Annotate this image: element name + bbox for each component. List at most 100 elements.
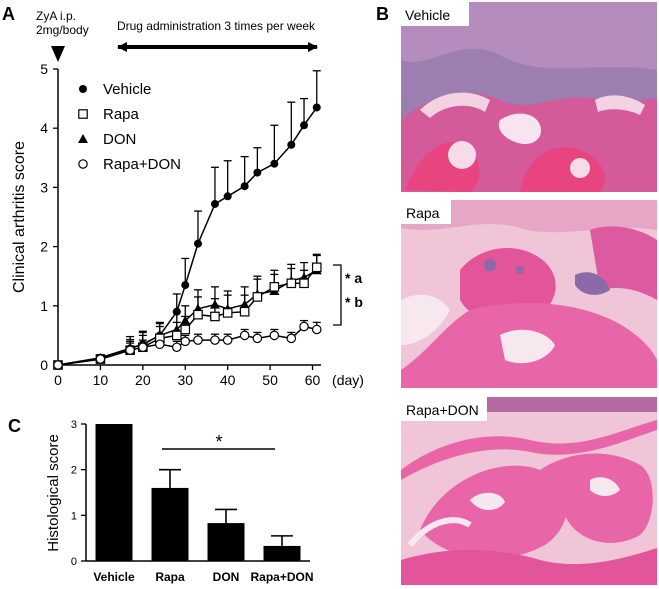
point-rapa-don-11 (252, 333, 263, 344)
legend-marker-rapa-don (78, 159, 88, 169)
y-tick-label-5: 5 (40, 61, 48, 77)
x-tick-label-10: 10 (93, 372, 109, 388)
point-rapa-don-1 (95, 354, 106, 364)
point-rapa-don-4 (155, 339, 165, 350)
line-chart-series (53, 70, 322, 370)
x-tick-label-0: 0 (54, 372, 62, 388)
point-rapa-don-15 (311, 324, 322, 335)
significance-a: * a (345, 270, 362, 286)
point-don-10 (239, 299, 250, 309)
significance-bracket (333, 264, 342, 326)
point-rapa-10 (239, 306, 250, 317)
point-vehicle-7 (193, 239, 202, 248)
series-line-don (57, 269, 318, 366)
point-vehicle-11 (253, 168, 262, 177)
point-rapa-9 (222, 308, 233, 318)
series-line-rapa-don (57, 325, 317, 366)
bar-don (207, 523, 245, 561)
histology-label-rapa-don: Rapa+DON (406, 402, 479, 418)
bar-chart-bars: Vehicle Rapa DON Rapa+DON (93, 424, 314, 584)
point-vehicle-9 (223, 192, 232, 201)
bar-rapa-don (263, 545, 301, 561)
bar-y-tick-label-2: 2 (71, 465, 77, 477)
point-rapa-don-10 (239, 330, 250, 341)
legend-marker-don (78, 134, 88, 143)
point-rapa-12 (269, 282, 280, 292)
x-tick-label-60: 60 (305, 372, 321, 388)
point-don-6 (180, 315, 191, 325)
histology-image-rapa-don (401, 397, 657, 585)
y-axis-label: Clinical arthritis score (11, 141, 28, 293)
point-rapa-don-12 (269, 330, 280, 341)
point-rapa-don-2 (125, 345, 135, 355)
y-tick-label-0: 0 (40, 357, 48, 373)
x-tick-label-30: 30 (177, 372, 193, 388)
x-axis-label: (day) (332, 372, 364, 388)
panel-b-letter: B (376, 4, 389, 24)
bar-y-axis-label: Histological score (45, 434, 62, 552)
x-tick-label-40: 40 (220, 372, 236, 388)
bar-y-tick-label-1: 1 (71, 510, 77, 522)
point-rapa-don-9 (222, 335, 233, 345)
histology-label-vehicle: Vehicle (405, 7, 450, 23)
point-don-8 (209, 299, 220, 309)
line-chart-legend: Vehicle Rapa DON Rapa+DON (78, 81, 181, 173)
point-vehicle-5 (172, 307, 181, 316)
point-vehicle-8 (210, 199, 219, 208)
bar-y-tick-label-0: 0 (71, 556, 77, 568)
point-rapa-don-6 (180, 336, 191, 347)
point-rapa-6 (180, 324, 191, 335)
point-rapa-13 (286, 278, 297, 289)
point-vehicle-10 (240, 182, 249, 191)
point-rapa-5 (171, 330, 182, 341)
legend-marker-rapa (78, 109, 88, 119)
bar-vehicle (95, 424, 133, 561)
histology-label-bg-vehicle (401, 2, 469, 26)
point-vehicle-12 (270, 159, 279, 168)
histology-image-vehicle (401, 2, 657, 192)
panel-a-letter: A (2, 4, 15, 24)
point-vehicle-6 (181, 281, 190, 290)
point-rapa-don-3 (138, 342, 148, 353)
point-rapa-8 (210, 311, 220, 322)
legend-label-rapa: Rapa (103, 106, 140, 123)
y-tick-label-3: 3 (40, 179, 48, 195)
point-rapa-15 (311, 262, 322, 273)
y-tick-label-2: 2 (40, 239, 48, 255)
point-rapa-don-5 (171, 342, 182, 353)
bar-category-label-don: DON (213, 570, 240, 584)
point-vehicle-15 (312, 103, 321, 112)
point-vehicle-13 (287, 140, 296, 149)
point-rapa-11 (252, 292, 263, 302)
y-tick-label-4: 4 (40, 120, 48, 136)
drug-admin-label: Drug administration 3 times per week (117, 19, 316, 33)
bar-category-label-rapa-don: Rapa+DON (250, 570, 313, 584)
bar-y-tick-label-3: 3 (71, 419, 77, 431)
point-rapa-don-8 (210, 335, 220, 345)
point-rapa-don-13 (286, 333, 297, 344)
bar-category-label-rapa: Rapa (155, 570, 185, 584)
histology-label-rapa: Rapa (406, 205, 440, 221)
point-rapa-7 (193, 309, 203, 320)
y-tick-label-1: 1 (40, 298, 48, 314)
x-tick-label-50: 50 (262, 372, 278, 388)
legend-label-rapa-don: Rapa+DON (103, 156, 181, 173)
point-rapa-don-7 (193, 335, 203, 345)
histology-label-bg-rapa-don (401, 397, 487, 421)
zya-label-line2: 2mg/body (36, 23, 89, 37)
point-rapa-14 (299, 278, 309, 289)
bar-significance-star: * (215, 432, 222, 452)
panel-c-letter: C (8, 416, 21, 436)
legend-label-vehicle: Vehicle (103, 81, 151, 98)
zya-label-line1: ZyA i.p. (36, 9, 76, 23)
injection-arrow-icon (51, 46, 65, 62)
legend-marker-vehicle (79, 85, 87, 93)
point-vehicle-14 (300, 121, 309, 130)
histology-image-rapa (401, 200, 657, 388)
bar-rapa (151, 487, 189, 561)
histology-label-bg-rapa (401, 200, 451, 224)
legend-label-don: DON (103, 131, 136, 148)
point-rapa-don-14 (299, 321, 309, 332)
